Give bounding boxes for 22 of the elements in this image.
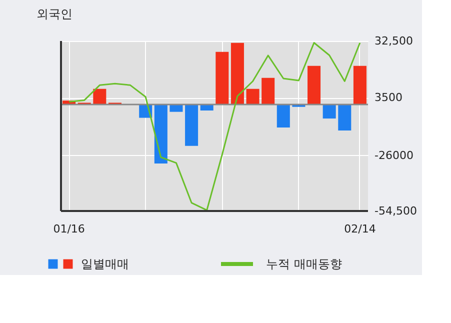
- y-tick-label: -54,500: [374, 204, 417, 218]
- bar: [154, 104, 168, 164]
- bar: [308, 66, 321, 105]
- bar: [185, 104, 198, 146]
- bar: [246, 88, 260, 105]
- legend-label: 일별매매: [81, 257, 129, 271]
- bar: [262, 78, 275, 105]
- y-tick-label: 3500: [374, 91, 402, 104]
- legend-label: 누적 매매동향: [266, 257, 342, 271]
- bar: [353, 66, 366, 105]
- y-tick-label: 32,500: [374, 34, 413, 48]
- x-tick-label: 01/16: [53, 222, 85, 236]
- bar: [216, 52, 229, 105]
- chart-title: 외국인: [36, 7, 72, 21]
- x-tick-label: 02/14: [344, 222, 376, 236]
- bar: [276, 104, 290, 128]
- bar: [322, 104, 336, 119]
- bar: [230, 42, 244, 105]
- y-tick-label: -26000: [374, 148, 414, 162]
- line-series: [68, 42, 361, 211]
- bar: [338, 104, 352, 130]
- bar: [93, 88, 106, 105]
